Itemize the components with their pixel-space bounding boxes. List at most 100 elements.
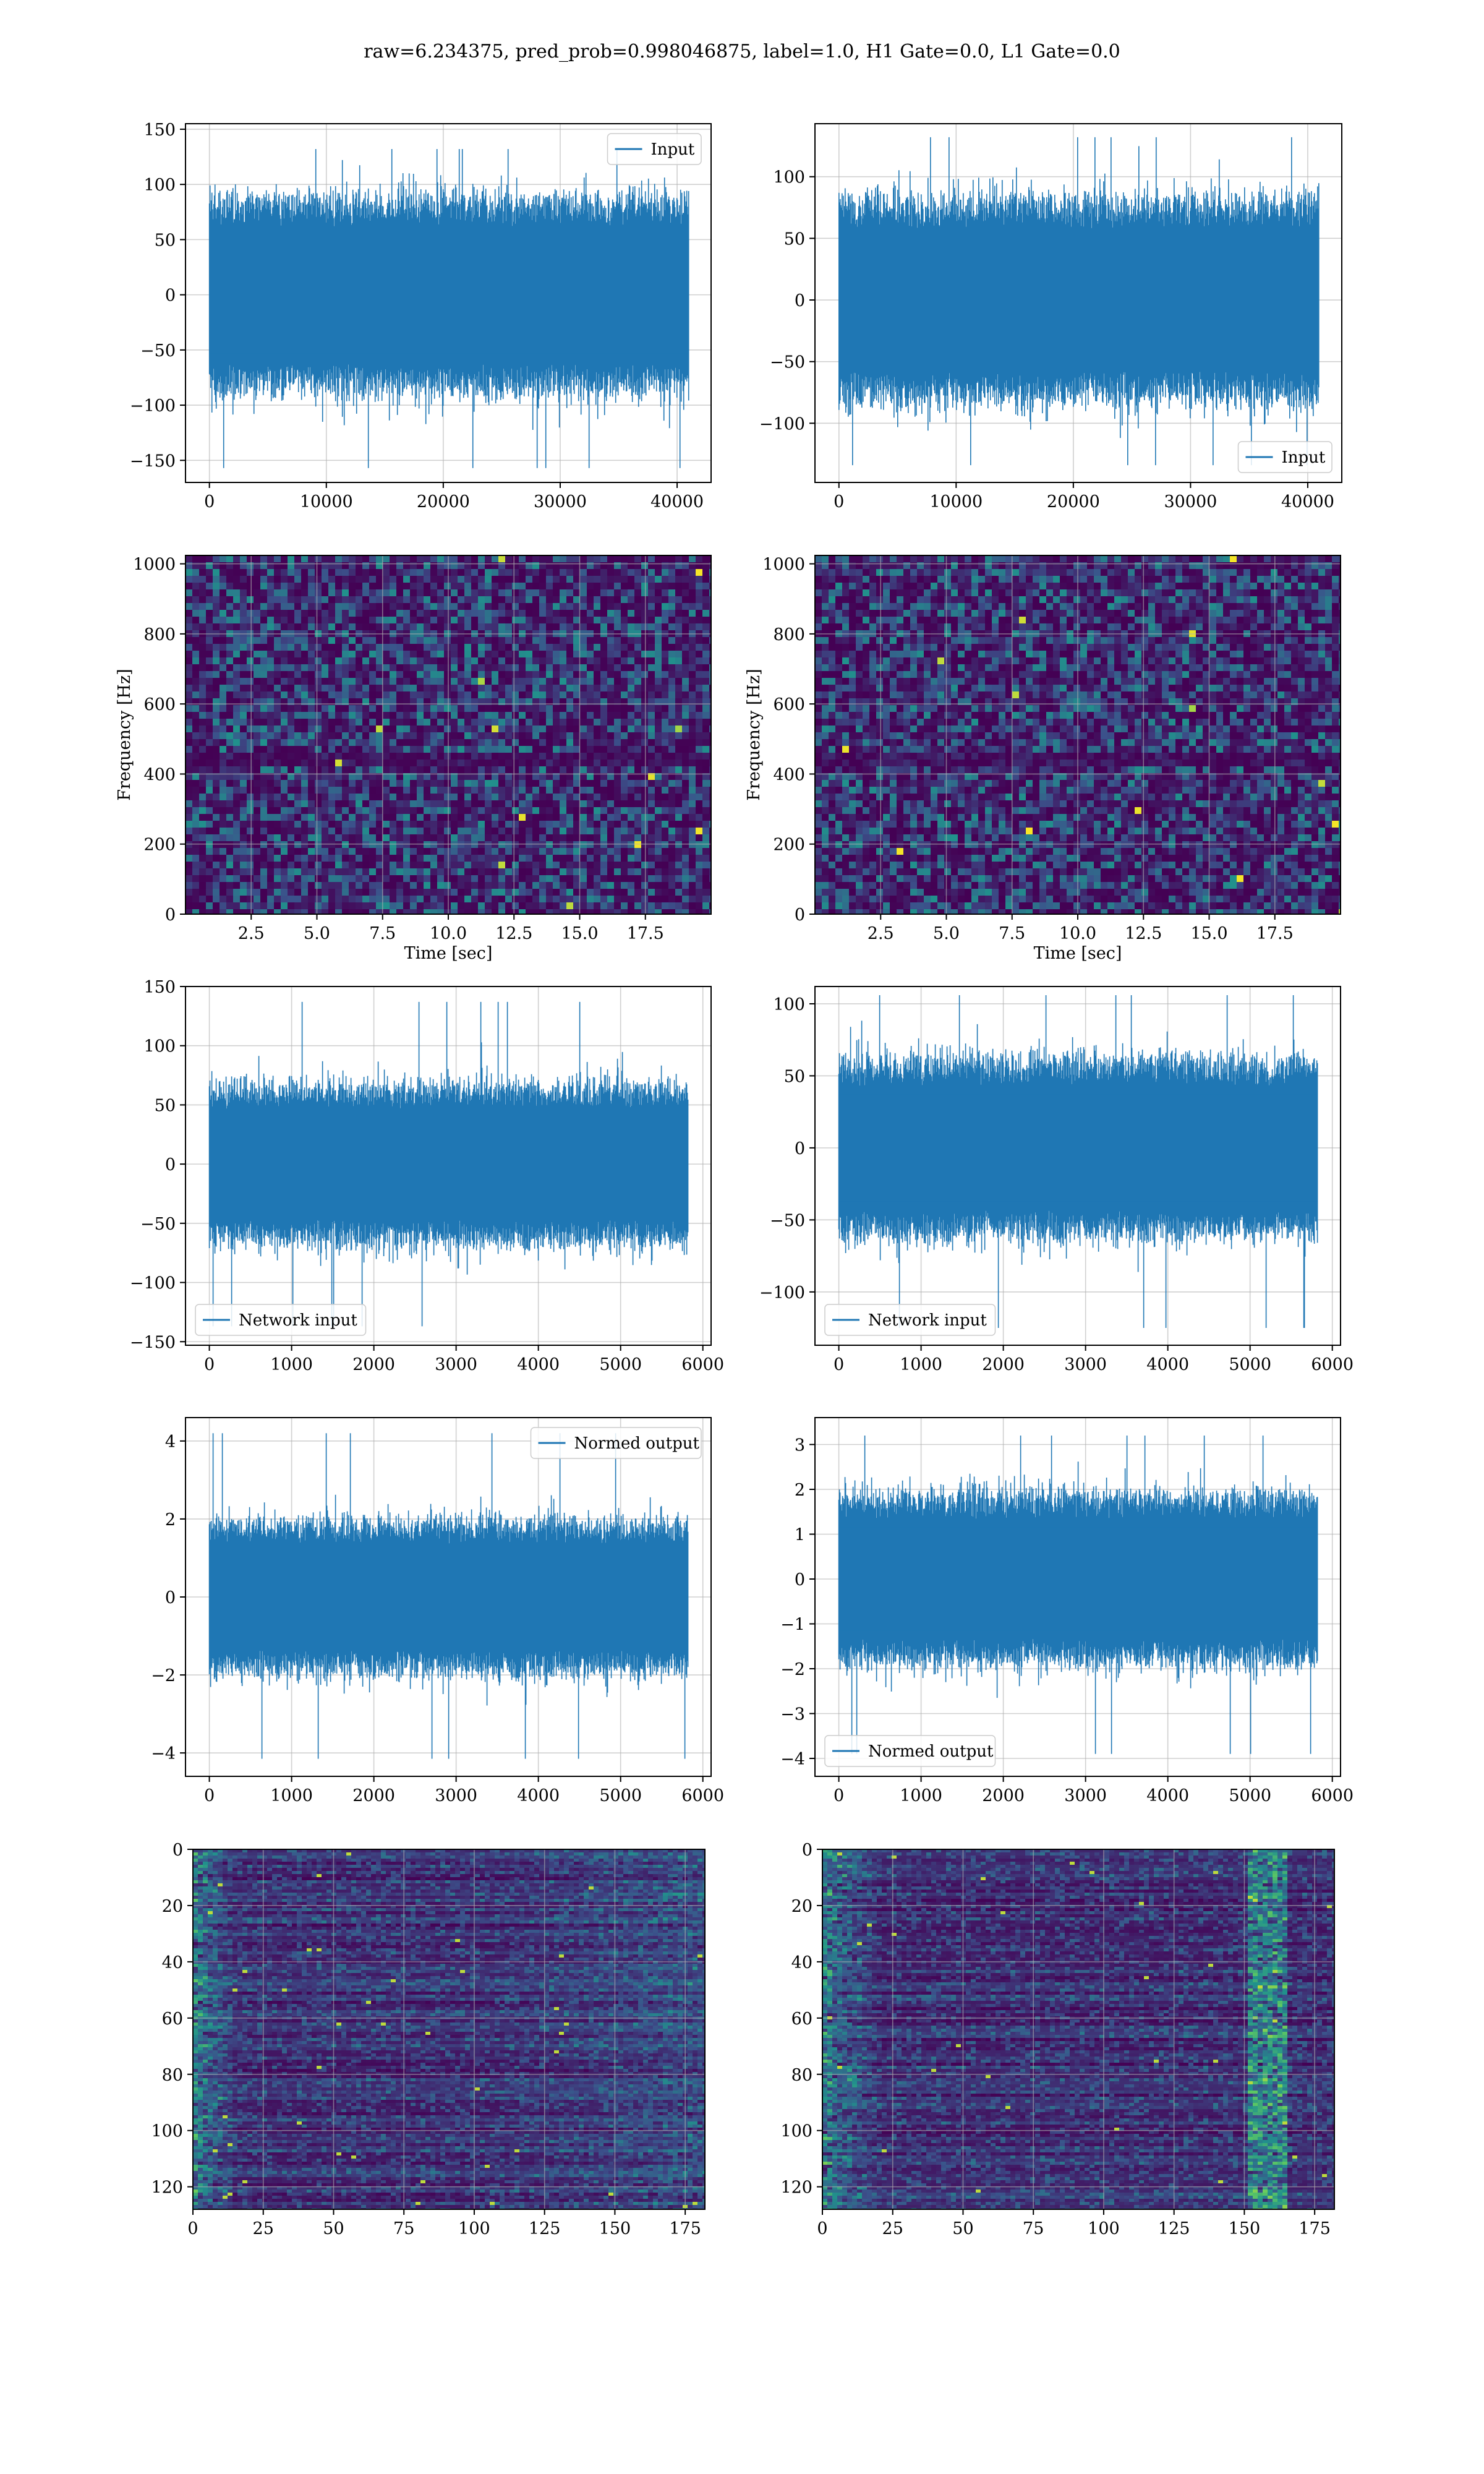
heatmap-cell xyxy=(485,821,492,828)
heatmap-cell xyxy=(662,855,669,862)
heatmap-cell xyxy=(512,814,519,821)
heatmap-cell xyxy=(444,712,451,719)
heatmap-cell xyxy=(709,644,711,651)
heatmap-cell xyxy=(308,712,315,719)
heatmap-cell xyxy=(254,821,261,828)
heatmap-cell xyxy=(587,705,594,713)
heatmap-cell xyxy=(233,848,241,855)
heatmap-cell xyxy=(396,896,404,903)
heatmap-cell xyxy=(471,780,479,787)
heatmap-cell xyxy=(444,691,451,699)
heatmap-cell xyxy=(696,644,703,651)
heatmap-cell xyxy=(594,862,601,869)
heatmap-cell xyxy=(349,712,356,719)
heatmap-cell xyxy=(1243,610,1251,617)
heatmap-cell xyxy=(206,726,213,733)
heatmap-cell xyxy=(376,623,383,631)
heatmap-cell xyxy=(444,596,451,604)
heatmap-cell xyxy=(301,760,309,767)
heatmap-cell xyxy=(668,882,676,889)
heatmap-cell xyxy=(971,610,979,617)
heatmap-cell xyxy=(424,719,431,726)
heatmap-cell xyxy=(458,862,465,869)
heatmap-cell xyxy=(247,583,254,590)
heatmap-cell xyxy=(424,800,431,808)
heatmap-cell xyxy=(662,828,669,835)
heatmap-cell xyxy=(600,780,608,787)
heatmap-cell xyxy=(478,855,485,862)
heatmap-cell xyxy=(546,902,553,910)
heatmap-cell xyxy=(614,691,621,699)
heatmap-cell xyxy=(247,698,254,706)
heatmap-cell xyxy=(240,651,247,658)
heatmap-cell xyxy=(335,909,343,914)
heatmap-cell xyxy=(403,787,411,794)
heatmap-cell xyxy=(396,712,404,719)
heatmap-cell xyxy=(505,760,513,767)
heatmap-cell xyxy=(675,766,683,774)
heatmap-cell xyxy=(675,596,683,604)
heatmap-cell xyxy=(376,746,383,753)
heatmap-cell xyxy=(492,746,499,753)
heatmap-cell xyxy=(560,855,567,862)
heatmap-cell xyxy=(492,841,499,849)
heatmap-cell xyxy=(288,732,295,740)
heatmap-cell xyxy=(1019,589,1026,597)
heatmap-cell xyxy=(240,807,247,815)
heatmap-cell xyxy=(1237,562,1244,570)
heatmap-cell xyxy=(403,678,411,685)
heatmap-cell xyxy=(464,644,472,651)
heatmap-cell xyxy=(566,766,574,774)
heatmap-cell xyxy=(607,569,615,576)
heatmap-cell xyxy=(607,773,615,781)
heatmap-cell xyxy=(226,726,234,733)
heatmap-cell xyxy=(424,712,431,719)
heatmap-cell xyxy=(668,868,676,876)
heatmap-cell xyxy=(835,555,843,563)
heatmap-cell xyxy=(220,739,227,747)
heatmap-cell xyxy=(607,685,615,692)
heatmap-cell xyxy=(471,562,479,570)
heatmap-cell xyxy=(288,691,295,699)
heatmap-cell xyxy=(369,855,377,862)
heatmap-cell xyxy=(226,834,234,842)
heatmap-cell xyxy=(240,726,247,733)
heatmap-cell xyxy=(553,651,560,658)
heatmap-cell xyxy=(192,739,200,747)
heatmap-cell xyxy=(587,637,594,644)
heatmap-cell xyxy=(1026,589,1033,597)
heatmap-cell xyxy=(662,719,669,726)
heatmap-cell xyxy=(566,664,574,672)
heatmap-cell xyxy=(655,712,662,719)
heatmap-cell xyxy=(430,705,438,713)
heatmap-cell xyxy=(580,651,587,658)
heatmap-cell xyxy=(254,882,261,889)
heatmap-cell xyxy=(1325,589,1333,597)
heatmap-cell xyxy=(430,896,438,903)
heatmap-cell xyxy=(1264,569,1271,576)
heatmap-cell xyxy=(247,855,254,862)
heatmap-cell xyxy=(220,746,227,753)
heatmap-cell xyxy=(1209,555,1217,563)
heatmap-cell xyxy=(519,807,526,815)
heatmap-cell xyxy=(498,868,506,876)
heatmap-cell xyxy=(458,909,465,914)
heatmap-cell xyxy=(213,664,220,672)
heatmap-cell xyxy=(451,821,458,828)
heatmap-cell xyxy=(451,623,458,631)
heatmap-cell xyxy=(430,657,438,665)
heatmap-cell xyxy=(328,868,336,876)
heatmap-cell xyxy=(342,780,349,787)
heatmap-cell xyxy=(356,562,363,570)
heatmap-cell xyxy=(566,569,574,576)
heatmap-cell xyxy=(856,603,863,610)
heatmap-cell xyxy=(655,800,662,808)
heatmap-cell xyxy=(634,644,642,651)
heatmap-cell xyxy=(600,685,608,692)
heatmap-cell xyxy=(573,583,581,590)
heatmap-cell xyxy=(628,868,635,876)
heatmap-cell xyxy=(349,766,356,774)
heatmap-cell xyxy=(294,671,302,678)
heatmap-cell xyxy=(668,698,676,706)
heatmap-cell xyxy=(226,821,234,828)
